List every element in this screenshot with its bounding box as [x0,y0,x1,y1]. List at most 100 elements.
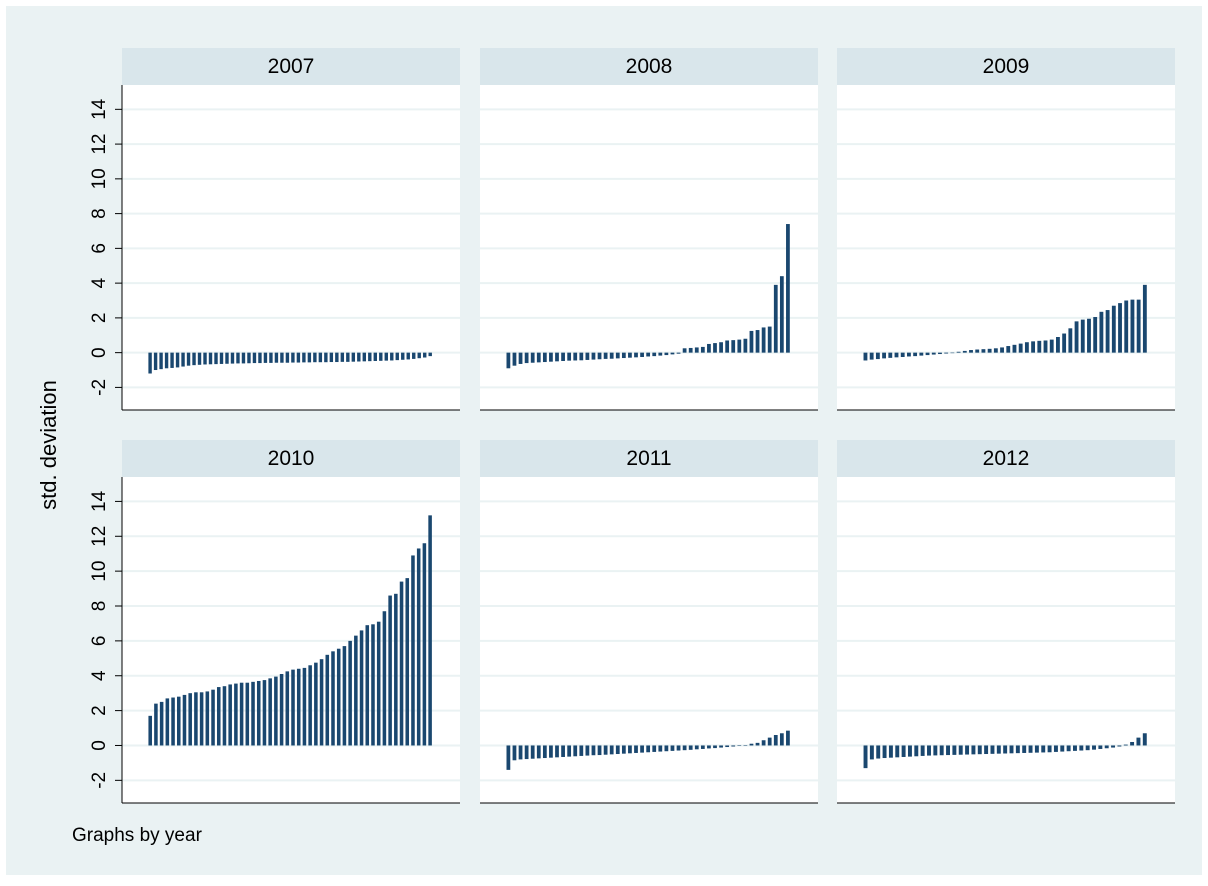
y-tick-label: -2 [89,772,110,789]
bar [1037,340,1042,353]
bar [165,698,170,746]
bar [700,745,705,749]
bar [148,352,152,374]
bar [335,352,339,363]
bar [927,745,931,756]
bar [1056,337,1060,353]
bar [1111,305,1116,353]
bar [993,348,998,353]
bar [876,745,881,759]
bar [615,745,620,755]
y-tick-label: 6 [89,636,110,647]
bar [688,347,693,353]
bar [186,352,191,366]
panel-title: 2010 [268,447,315,470]
bar [416,548,421,746]
bar [634,745,638,753]
bar [965,745,970,755]
y-tick-label: 12 [89,134,110,155]
bar [1111,745,1116,748]
bar [938,352,942,355]
bar [640,352,644,357]
bar [388,595,392,746]
bar [652,745,657,752]
bar [987,348,992,353]
bar [676,745,681,751]
bar [285,671,290,746]
bar [1031,341,1036,353]
bar [225,352,229,364]
bar [939,745,944,756]
bar [609,745,614,755]
bar [394,593,398,746]
bar [950,352,955,354]
bar [1049,339,1054,353]
bar [1099,311,1104,353]
bar [354,635,358,746]
bar [230,352,235,364]
bar [573,745,578,757]
bar [1117,745,1122,747]
bar [428,515,432,746]
panel-title: 2012 [983,447,1030,470]
bar [761,327,766,353]
bar [971,745,976,755]
y-tick-label: 10 [89,168,110,189]
bar [1118,303,1122,353]
bar [1043,340,1048,353]
bar [331,651,335,746]
bar [977,745,982,755]
panel-title: 2009 [983,55,1030,78]
bar [767,737,772,746]
y-tick-label: 4 [89,670,110,681]
bar [719,745,723,748]
bar [914,745,919,757]
bar [981,349,986,353]
bar [1136,299,1141,353]
bar [530,745,535,759]
bar [228,684,232,746]
bar [530,352,535,363]
bar [561,745,565,757]
bar [597,745,602,756]
bar [567,352,572,361]
bar [247,352,251,364]
panel-header [837,48,1175,85]
bar [518,352,523,364]
bar [148,715,152,746]
bar [399,581,404,746]
bar [773,735,778,746]
bar [219,352,224,364]
bar [688,745,693,750]
y-tick-label: 12 [89,526,110,547]
bar [279,673,284,746]
bar [621,352,626,359]
bar [920,745,925,756]
bar [944,352,949,354]
bar [1060,745,1065,752]
bar [319,659,324,746]
bar [895,745,900,758]
bar [786,730,790,746]
bar [368,352,372,362]
bar [406,352,410,360]
bar [773,284,778,353]
bar [882,352,887,359]
bar [646,745,651,753]
bar [159,701,164,746]
bar [379,352,383,361]
bar [869,352,874,360]
bar [670,745,675,751]
bar [863,745,868,769]
bar [591,745,596,756]
bar [749,743,754,746]
bar [694,347,699,353]
bar [640,745,644,753]
bar [524,352,529,364]
y-tick-label: 14 [89,490,110,512]
bar [700,346,705,353]
bar [549,745,553,758]
bar [1123,744,1128,746]
bar [990,745,995,754]
bar [658,745,663,752]
